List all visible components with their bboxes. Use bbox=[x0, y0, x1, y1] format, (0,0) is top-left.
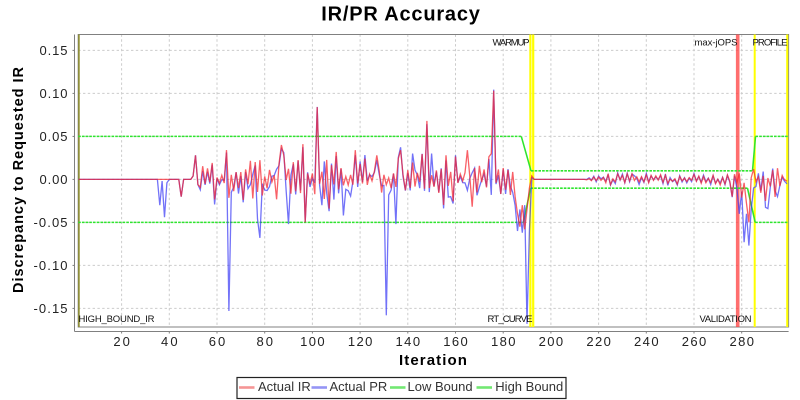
svg-text:240: 240 bbox=[634, 334, 659, 349]
svg-text:max-jOPS: max-jOPS bbox=[695, 37, 738, 48]
svg-text:260: 260 bbox=[682, 334, 707, 349]
svg-text:0.00: 0.00 bbox=[40, 172, 68, 187]
svg-text:WARMUP: WARMUP bbox=[493, 37, 530, 48]
svg-text:160: 160 bbox=[443, 334, 468, 349]
svg-text:0.15: 0.15 bbox=[40, 43, 68, 58]
svg-text:0.05: 0.05 bbox=[40, 129, 68, 144]
svg-text:Iteration: Iteration bbox=[399, 352, 468, 369]
svg-text:VALIDATION: VALIDATION bbox=[700, 314, 752, 325]
svg-text:High Bound: High Bound bbox=[495, 379, 563, 394]
svg-text:220: 220 bbox=[586, 334, 611, 349]
svg-text:-0.05: -0.05 bbox=[34, 215, 68, 230]
svg-text:180: 180 bbox=[491, 334, 516, 349]
svg-text:Low Bound: Low Bound bbox=[408, 379, 473, 394]
svg-text:Actual PR: Actual PR bbox=[330, 379, 388, 394]
svg-text:200: 200 bbox=[539, 334, 564, 349]
svg-text:-0.15: -0.15 bbox=[34, 301, 68, 316]
svg-text:PROFILE: PROFILE bbox=[753, 37, 788, 48]
svg-text:280: 280 bbox=[729, 334, 754, 349]
svg-text:Discrepancy to Requested IR: Discrepancy to Requested IR bbox=[11, 66, 27, 293]
svg-text:120: 120 bbox=[348, 334, 373, 349]
svg-text:Actual IR: Actual IR bbox=[258, 379, 311, 394]
svg-text:140: 140 bbox=[396, 334, 421, 349]
svg-text:IR/PR Accuracy: IR/PR Accuracy bbox=[321, 4, 480, 26]
svg-text:100: 100 bbox=[300, 334, 325, 349]
svg-text:0.10: 0.10 bbox=[40, 86, 68, 101]
svg-text:RT_CURVE: RT_CURVE bbox=[488, 314, 533, 325]
svg-text:HIGH_BOUND_IR: HIGH_BOUND_IR bbox=[79, 314, 155, 325]
svg-text:-0.10: -0.10 bbox=[34, 258, 68, 273]
